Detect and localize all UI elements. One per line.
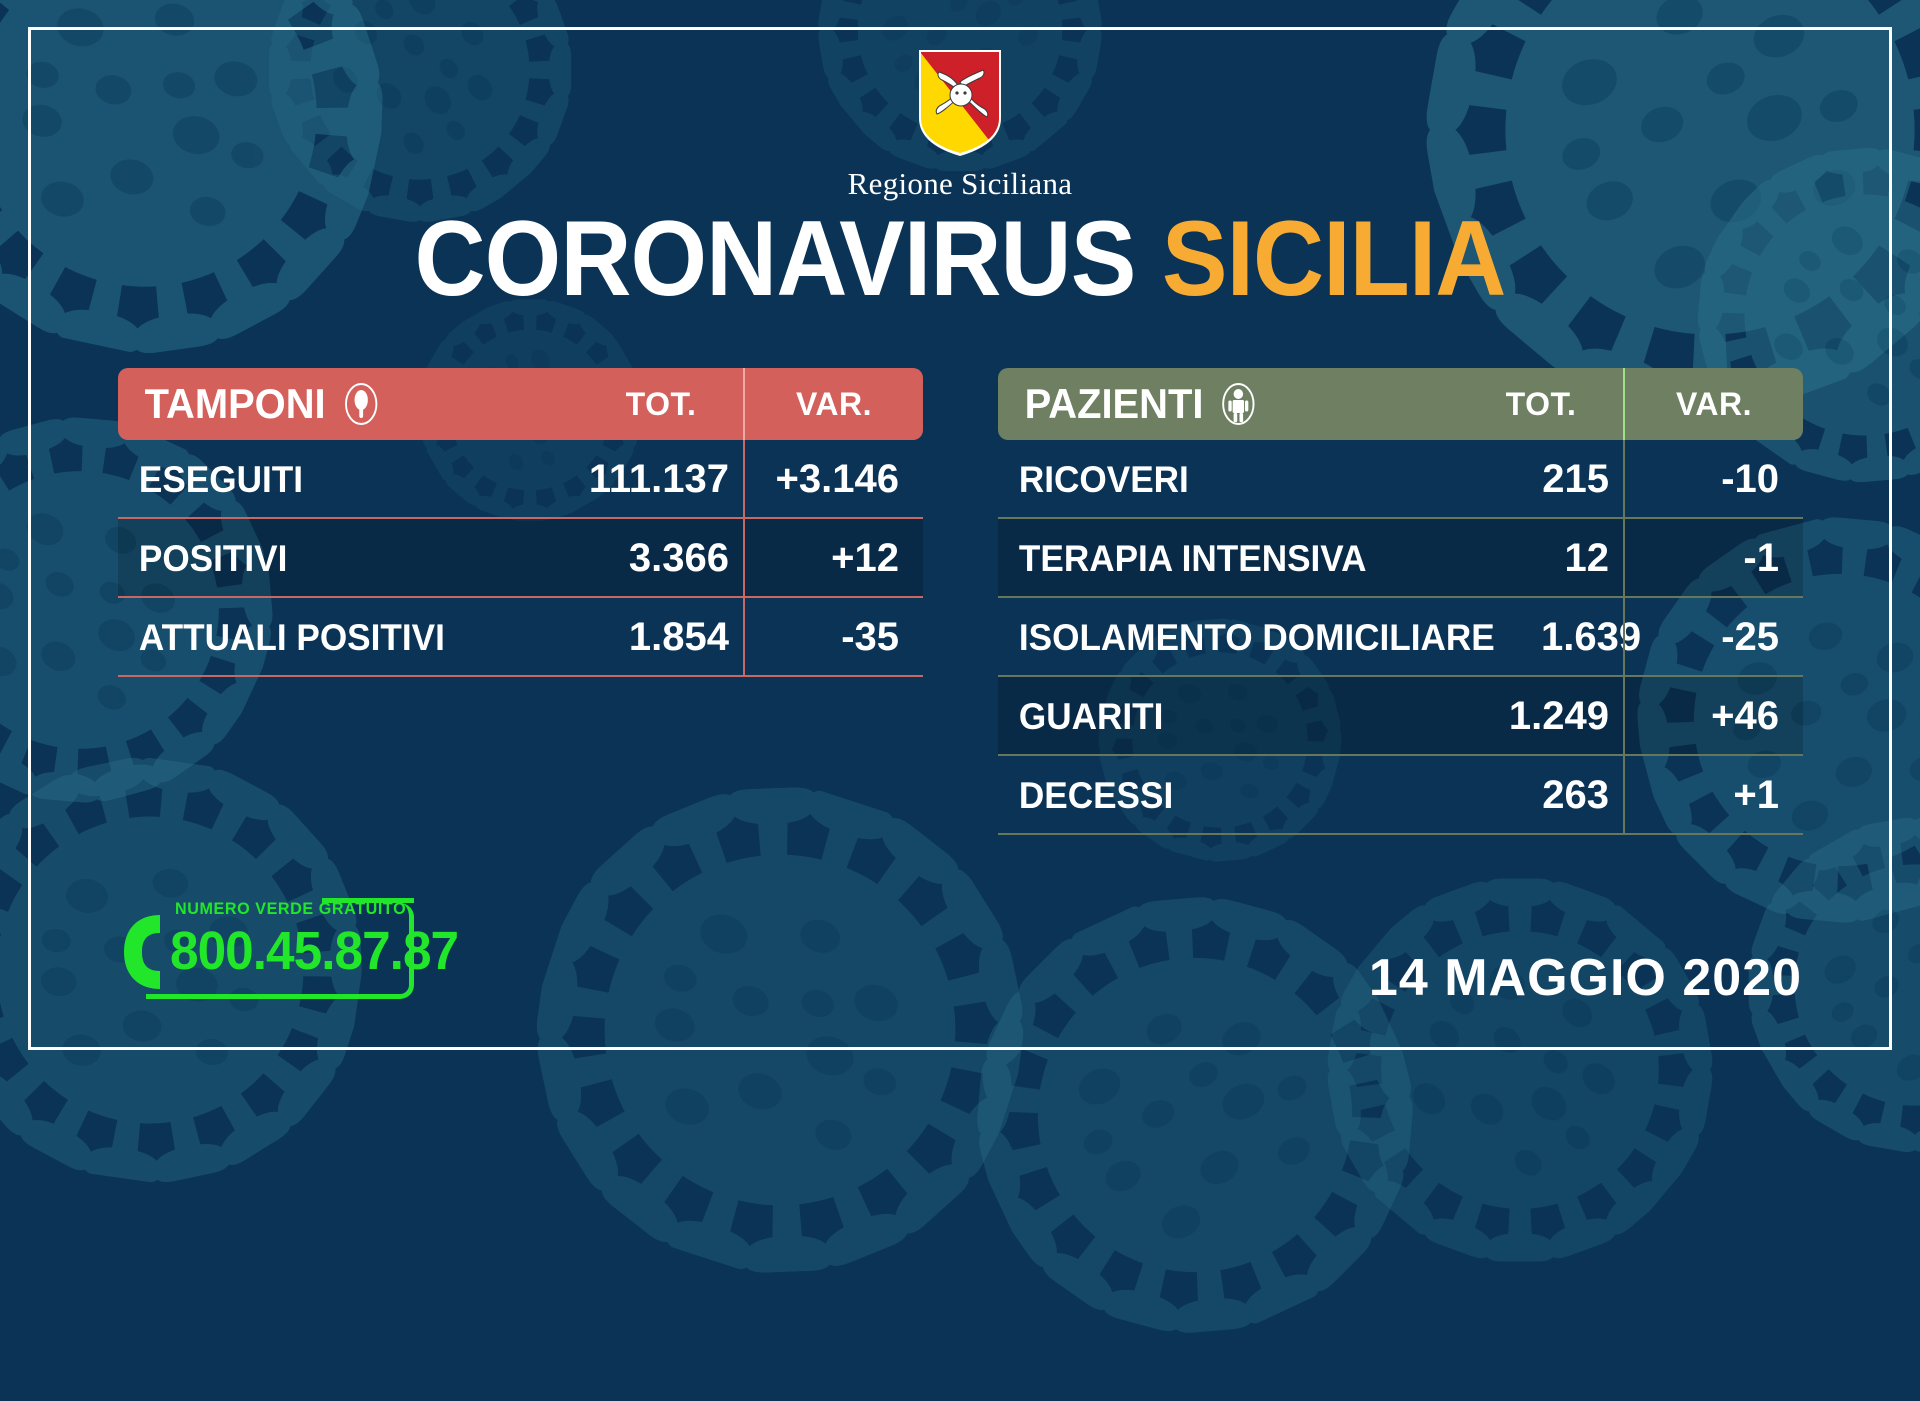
tamponi-rows: ESEGUITI 111.137 +3.146 POSITIVI 3.366 +12 ATT…	[118, 440, 923, 677]
pazienti-col-var: VAR.	[1675, 385, 1753, 422]
hotline-label: NUMERO VERDE GRATUITO	[175, 899, 407, 918]
row-variation: +3.146	[775, 457, 899, 501]
phone-handset-icon	[124, 915, 160, 989]
table-row: TERAPIA INTENSIVA 12 -1	[998, 519, 1803, 598]
table-row: RICOVERI 215 -10	[998, 440, 1803, 519]
row-label: ATTUALI POSITIVI	[138, 616, 445, 658]
row-variation: +46	[1711, 694, 1779, 738]
table-row: GUARITI 1.249 +46	[998, 677, 1803, 756]
pazienti-rows: RICOVERI 215 -10 TERAPIA INTENSIVA 12 -1 ISOLA…	[998, 440, 1803, 835]
page-title: CORONAVIRUS SICILIA	[77, 205, 1843, 312]
row-total: 215	[1542, 457, 1609, 501]
row-variation: -1	[1743, 536, 1779, 580]
brand-header: Regione Siciliana	[0, 48, 1920, 202]
table-row: ISOLAMENTO DOMICILIARE 1.639 -25	[998, 598, 1803, 677]
hotline-box[interactable]: NUMERO VERDE GRATUITO 800.45.87.87	[120, 895, 459, 1005]
row-total: 12	[1564, 536, 1610, 580]
row-column-divider	[1623, 677, 1625, 756]
row-label: GUARITI	[1018, 695, 1164, 737]
pazienti-header-divider	[1623, 368, 1625, 440]
row-label: ESEGUITI	[138, 458, 303, 500]
row-bottom-divider	[118, 675, 923, 677]
row-label: RICOVERI	[1018, 458, 1189, 500]
row-label: DECESSI	[1018, 774, 1174, 816]
pazienti-table-header: PAZIENTI TOT. VAR.	[998, 368, 1803, 440]
row-column-divider	[1623, 440, 1625, 519]
row-bottom-divider	[998, 754, 1803, 756]
row-total: 3.366	[628, 536, 729, 580]
tamponi-col-tot: TOT.	[625, 385, 697, 422]
pazienti-title-group: PAZIENTI	[998, 380, 1434, 428]
row-variation: -10	[1721, 457, 1779, 501]
organization-name: Regione Siciliana	[847, 166, 1073, 201]
row-column-divider	[1623, 519, 1625, 598]
row-variation: +1	[1733, 773, 1779, 817]
row-column-divider	[743, 519, 745, 598]
row-bottom-divider	[998, 833, 1803, 835]
tamponi-header-divider	[743, 368, 745, 440]
sicilian-trinacria-coat-of-arms	[919, 50, 1001, 156]
row-total: 1.639	[1541, 615, 1642, 659]
swab-icon	[344, 383, 377, 425]
title-sicilia: SICILIA	[1161, 198, 1507, 318]
row-column-divider	[743, 598, 745, 677]
tamponi-col-var: VAR.	[795, 385, 873, 422]
row-bottom-divider	[998, 517, 1803, 519]
row-bottom-divider	[118, 596, 923, 598]
person-icon	[1222, 383, 1255, 425]
pazienti-table: PAZIENTI TOT. VAR. RICOVERI 215 -10 TERAPIA…	[998, 368, 1803, 835]
report-date: 14 MAGGIO 2020	[1368, 949, 1802, 1007]
row-column-divider	[743, 440, 745, 519]
table-row: DECESSI 263 +1	[998, 756, 1803, 835]
row-total: 1.249	[1508, 694, 1609, 738]
row-total: 111.137	[588, 457, 729, 501]
tamponi-title-text: TAMPONI	[144, 380, 326, 427]
table-row: ATTUALI POSITIVI 1.854 -35	[118, 598, 923, 677]
tamponi-title-group: TAMPONI	[118, 380, 554, 428]
row-variation: -25	[1721, 615, 1779, 659]
hotline-number[interactable]: 800.45.87.87	[170, 921, 459, 981]
row-column-divider	[1623, 598, 1625, 677]
row-bottom-divider	[118, 517, 923, 519]
row-total: 1.854	[628, 615, 729, 659]
pazienti-title-text: PAZIENTI	[1024, 380, 1204, 427]
row-variation: +12	[831, 536, 899, 580]
row-variation: -35	[841, 615, 899, 659]
row-label: TERAPIA INTENSIVA	[1018, 537, 1367, 579]
table-row: ESEGUITI 111.137 +3.146	[118, 440, 923, 519]
row-label: ISOLAMENTO DOMICILIARE	[1018, 616, 1495, 658]
tamponi-table: TAMPONI TOT. VAR. ESEGUITI 111.137 +3.146 P…	[118, 368, 923, 677]
title-coronavirus: CORONAVIRUS	[414, 198, 1137, 318]
tamponi-table-header: TAMPONI TOT. VAR.	[118, 368, 923, 440]
row-total: 263	[1542, 773, 1609, 817]
table-row: POSITIVI 3.366 +12	[118, 519, 923, 598]
row-bottom-divider	[998, 596, 1803, 598]
row-label: POSITIVI	[138, 537, 288, 579]
row-column-divider	[1623, 756, 1625, 835]
row-bottom-divider	[998, 675, 1803, 677]
pazienti-col-tot: TOT.	[1505, 385, 1577, 422]
hotline-frame	[146, 898, 414, 999]
